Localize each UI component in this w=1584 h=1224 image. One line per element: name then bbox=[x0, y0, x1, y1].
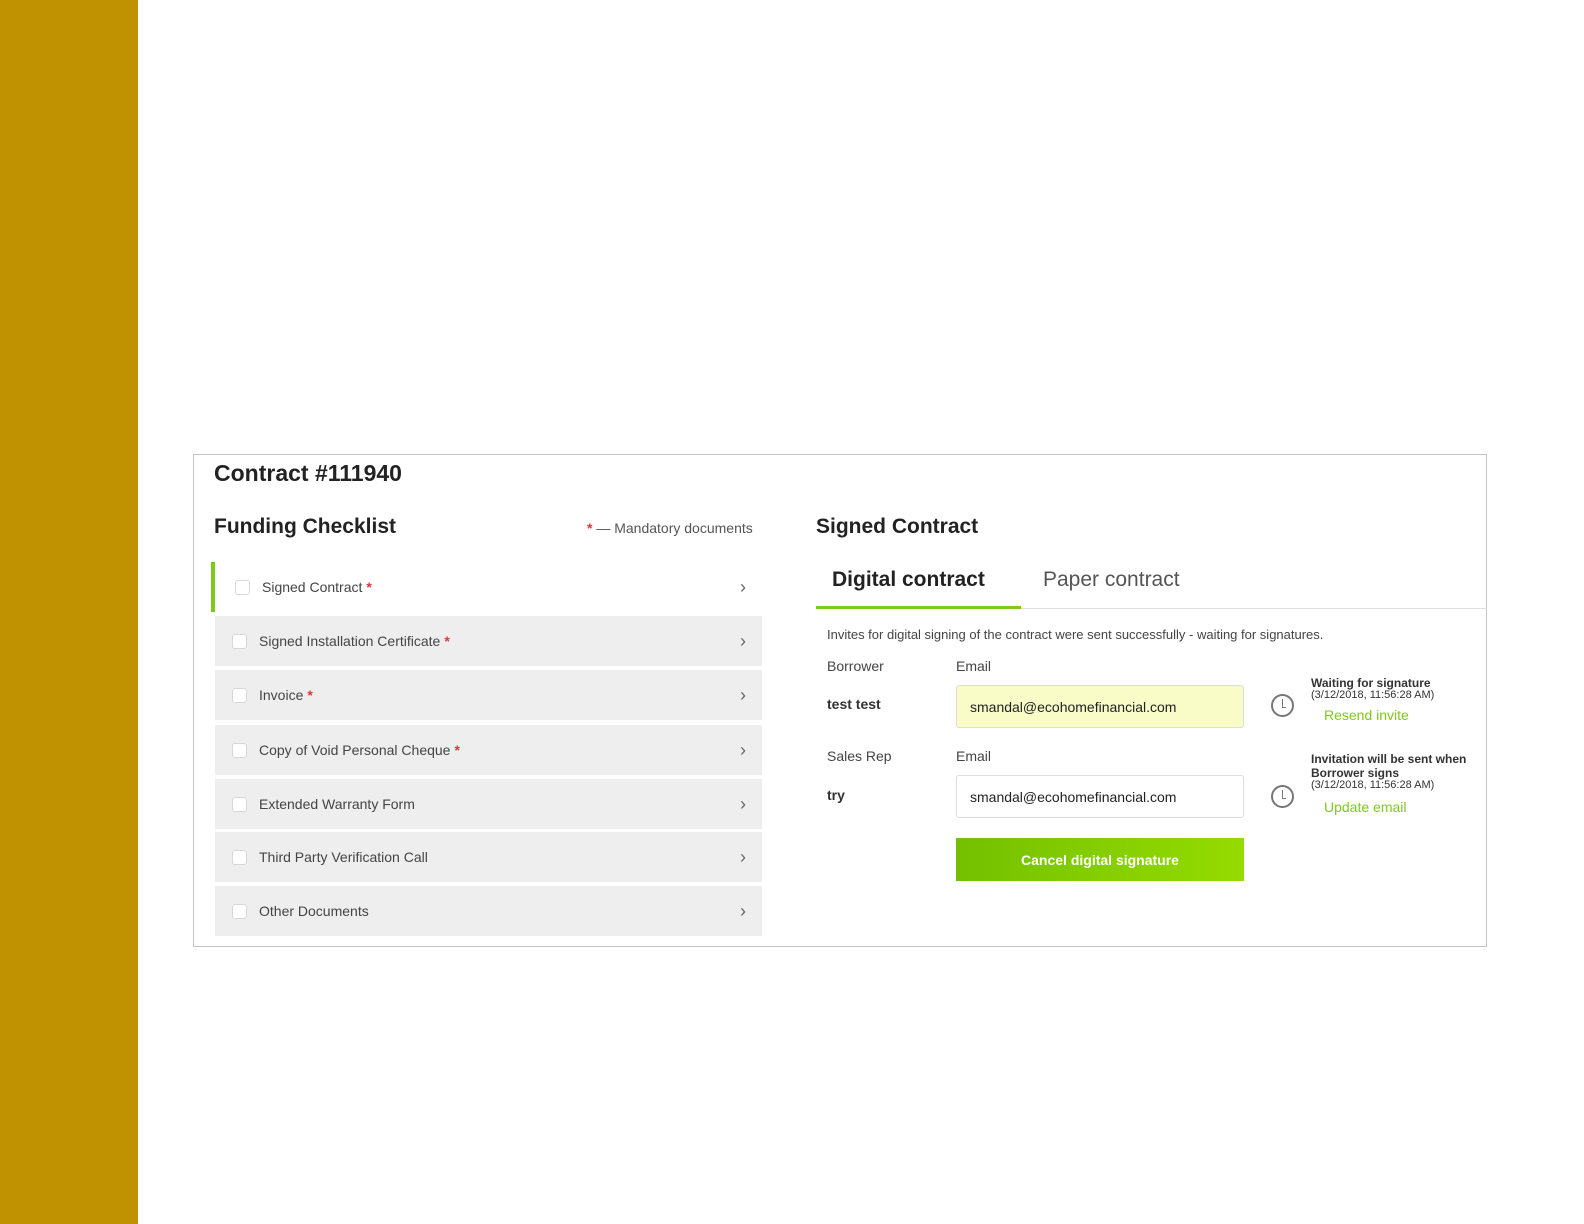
checkbox[interactable] bbox=[232, 796, 247, 812]
borrower-name: test test bbox=[827, 696, 881, 712]
checklist-item[interactable]: Extended Warranty Form › bbox=[215, 779, 762, 829]
sales-rep-email-input[interactable] bbox=[956, 775, 1244, 818]
chevron-right-icon: › bbox=[740, 739, 746, 760]
checklist-item[interactable]: Copy of Void Personal Cheque * › bbox=[215, 725, 762, 775]
checkbox[interactable] bbox=[232, 687, 247, 703]
tab-paper-contract[interactable]: Paper contract bbox=[1043, 568, 1180, 591]
checkbox[interactable] bbox=[232, 903, 247, 919]
checklist-item[interactable]: Other Documents › bbox=[215, 886, 762, 936]
checkbox[interactable] bbox=[232, 633, 247, 649]
required-star: * bbox=[307, 687, 313, 703]
checklist-item[interactable]: Third Party Verification Call › bbox=[215, 832, 762, 882]
checklist-title: Funding Checklist bbox=[214, 515, 397, 538]
sales-rep-status: Invitation will be sent when Borrower si… bbox=[1311, 752, 1467, 791]
checkbox[interactable] bbox=[232, 849, 247, 865]
checklist-item-label: Signed Contract * bbox=[262, 579, 372, 595]
active-tab-indicator bbox=[816, 606, 1021, 609]
update-email-link[interactable]: Update email bbox=[1324, 799, 1407, 815]
chevron-right-icon: › bbox=[740, 630, 746, 651]
tabs-divider bbox=[816, 608, 1487, 609]
chevron-right-icon: › bbox=[740, 576, 746, 597]
checklist-item[interactable]: Signed Installation Certificate * › bbox=[215, 616, 762, 666]
tab-digital-contract[interactable]: Digital contract bbox=[832, 568, 985, 591]
required-star: * bbox=[444, 633, 450, 649]
mandatory-legend: * — Mandatory documents bbox=[587, 520, 753, 536]
required-star: * bbox=[454, 742, 460, 758]
borrower-status: Waiting for signature (3/12/2018, 11:56:2… bbox=[1311, 676, 1435, 701]
chevron-right-icon: › bbox=[740, 900, 746, 921]
checklist-item-label: Copy of Void Personal Cheque * bbox=[259, 742, 460, 758]
status-message: Invites for digital signing of the contr… bbox=[827, 627, 1324, 642]
signed-contract-title: Signed Contract bbox=[816, 515, 979, 538]
checklist-item-label: Extended Warranty Form bbox=[259, 796, 415, 812]
borrower-email-input[interactable] bbox=[956, 685, 1244, 728]
chevron-right-icon: › bbox=[740, 793, 746, 814]
page-title: Contract #111940 bbox=[214, 460, 402, 486]
cancel-digital-signature-button[interactable]: Cancel digital signature bbox=[956, 838, 1244, 881]
checklist-item-label: Other Documents bbox=[259, 903, 369, 919]
clock-icon bbox=[1271, 785, 1294, 808]
sales-rep-name: try bbox=[827, 787, 845, 803]
resend-invite-link[interactable]: Resend invite bbox=[1324, 707, 1409, 723]
checklist-item-label: Invoice * bbox=[259, 687, 313, 703]
borrower-label: Borrower bbox=[827, 658, 884, 674]
checkbox[interactable] bbox=[232, 742, 247, 758]
contract-card: Contract #111940 Funding Checklist * — M… bbox=[193, 454, 1487, 947]
checklist-item[interactable]: Signed Contract * › bbox=[211, 562, 762, 612]
required-star: * bbox=[366, 579, 372, 595]
checklist-item-label: Third Party Verification Call bbox=[259, 849, 428, 865]
clock-icon bbox=[1271, 694, 1294, 717]
chevron-right-icon: › bbox=[740, 846, 746, 867]
checklist-item[interactable]: Invoice * › bbox=[215, 670, 762, 720]
borrower-email-label: Email bbox=[956, 658, 992, 674]
sales-rep-email-label: Email bbox=[956, 748, 992, 764]
chevron-right-icon: › bbox=[740, 684, 746, 705]
sidebar bbox=[0, 0, 138, 1224]
checklist-item-label: Signed Installation Certificate * bbox=[259, 633, 450, 649]
checkbox[interactable] bbox=[235, 579, 250, 595]
sales-rep-label: Sales Rep bbox=[827, 748, 892, 764]
